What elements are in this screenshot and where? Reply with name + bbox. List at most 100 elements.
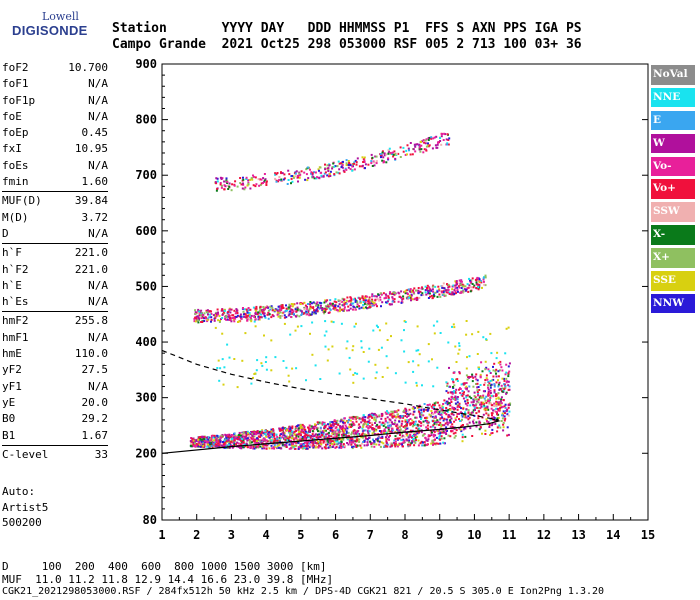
echo-point [224, 438, 227, 441]
echo-point [319, 307, 322, 309]
echo-point [405, 409, 408, 412]
echo-point [219, 182, 222, 184]
echo-point [270, 428, 273, 431]
echo-point [258, 430, 261, 433]
echo-point [315, 444, 317, 447]
echo-point [407, 409, 410, 412]
echo-point [497, 375, 500, 378]
echo-point [329, 444, 332, 447]
echo-point [284, 439, 287, 441]
echo-point [266, 313, 269, 316]
echo-point [406, 434, 409, 437]
echo-point [451, 291, 454, 294]
echo-point [353, 418, 356, 420]
echo-point [195, 317, 198, 320]
echo-point [257, 435, 260, 438]
echo-point [458, 348, 461, 351]
echo-point [390, 303, 393, 306]
echo-point [228, 319, 231, 321]
echo-point [216, 437, 219, 440]
echo-point [432, 441, 435, 444]
echo-point [281, 172, 284, 175]
echo-point [423, 444, 426, 447]
echo-point [306, 179, 309, 182]
echo-point [414, 289, 417, 292]
echo-point [243, 315, 246, 318]
echo-point [425, 439, 428, 442]
echo-point [304, 447, 307, 450]
echo-point [493, 383, 496, 386]
echo-point [435, 423, 438, 426]
echo-point [395, 410, 398, 413]
echo-point [396, 428, 399, 431]
echo-point [205, 441, 208, 443]
echo-point [262, 444, 265, 447]
echo-point [412, 438, 414, 441]
echo-point [415, 384, 418, 387]
echo-point [286, 439, 288, 441]
echo-point [301, 447, 304, 450]
echo-point [464, 402, 467, 405]
echo-point [312, 301, 315, 304]
echo-point [433, 402, 436, 405]
echo-point [347, 163, 350, 166]
echo-point [485, 408, 488, 411]
echo-point [427, 343, 430, 346]
echo-point [496, 413, 499, 416]
echo-point [432, 293, 435, 296]
echo-point [240, 445, 243, 448]
echo-point [409, 142, 412, 144]
echo-point [309, 332, 311, 335]
echo-point [477, 288, 480, 291]
echo-point [269, 308, 272, 311]
echo-point [352, 373, 355, 376]
echo-point [456, 380, 459, 382]
echo-point [192, 439, 195, 442]
echo-point [241, 435, 244, 438]
echo-point [247, 179, 250, 182]
echo-point [333, 419, 336, 422]
echo-point [367, 427, 370, 429]
echo-point [490, 394, 493, 397]
echo-point [415, 427, 418, 430]
echo-point [476, 382, 479, 385]
echo-point [207, 438, 210, 441]
echo-point [430, 410, 433, 412]
echo-point [250, 319, 253, 321]
echo-point [427, 139, 430, 141]
echo-point [435, 442, 438, 445]
echo-point [392, 413, 395, 416]
echo-point [206, 309, 209, 312]
echo-point [273, 432, 275, 435]
echo-point [483, 283, 486, 286]
echo-point [280, 305, 283, 308]
echo-point [228, 445, 231, 448]
echo-point [397, 409, 400, 412]
echo-point [326, 436, 329, 439]
echo-point [278, 178, 281, 181]
echo-point [472, 385, 475, 388]
echo-point [492, 369, 495, 372]
echo-point [506, 413, 509, 416]
echo-point [201, 321, 204, 323]
echo-point [287, 311, 290, 314]
echo-point [489, 396, 492, 399]
echo-point [370, 443, 373, 446]
echo-point [240, 432, 243, 435]
echo-point [453, 398, 455, 400]
echo-point [484, 429, 487, 432]
echo-point [416, 406, 419, 409]
echo-point [425, 145, 428, 148]
param-value: 221.0 [74, 262, 108, 276]
echo-point [420, 140, 422, 143]
echo-point [279, 308, 282, 311]
echo-point [466, 387, 468, 390]
echo-point [475, 403, 478, 406]
echo-point [332, 433, 335, 436]
param-row: C-level 33 [2, 447, 108, 463]
echo-point [472, 418, 475, 421]
echo-point [217, 444, 220, 447]
echo-point [347, 421, 349, 424]
echo-point [403, 320, 406, 323]
echo-point [345, 302, 348, 305]
